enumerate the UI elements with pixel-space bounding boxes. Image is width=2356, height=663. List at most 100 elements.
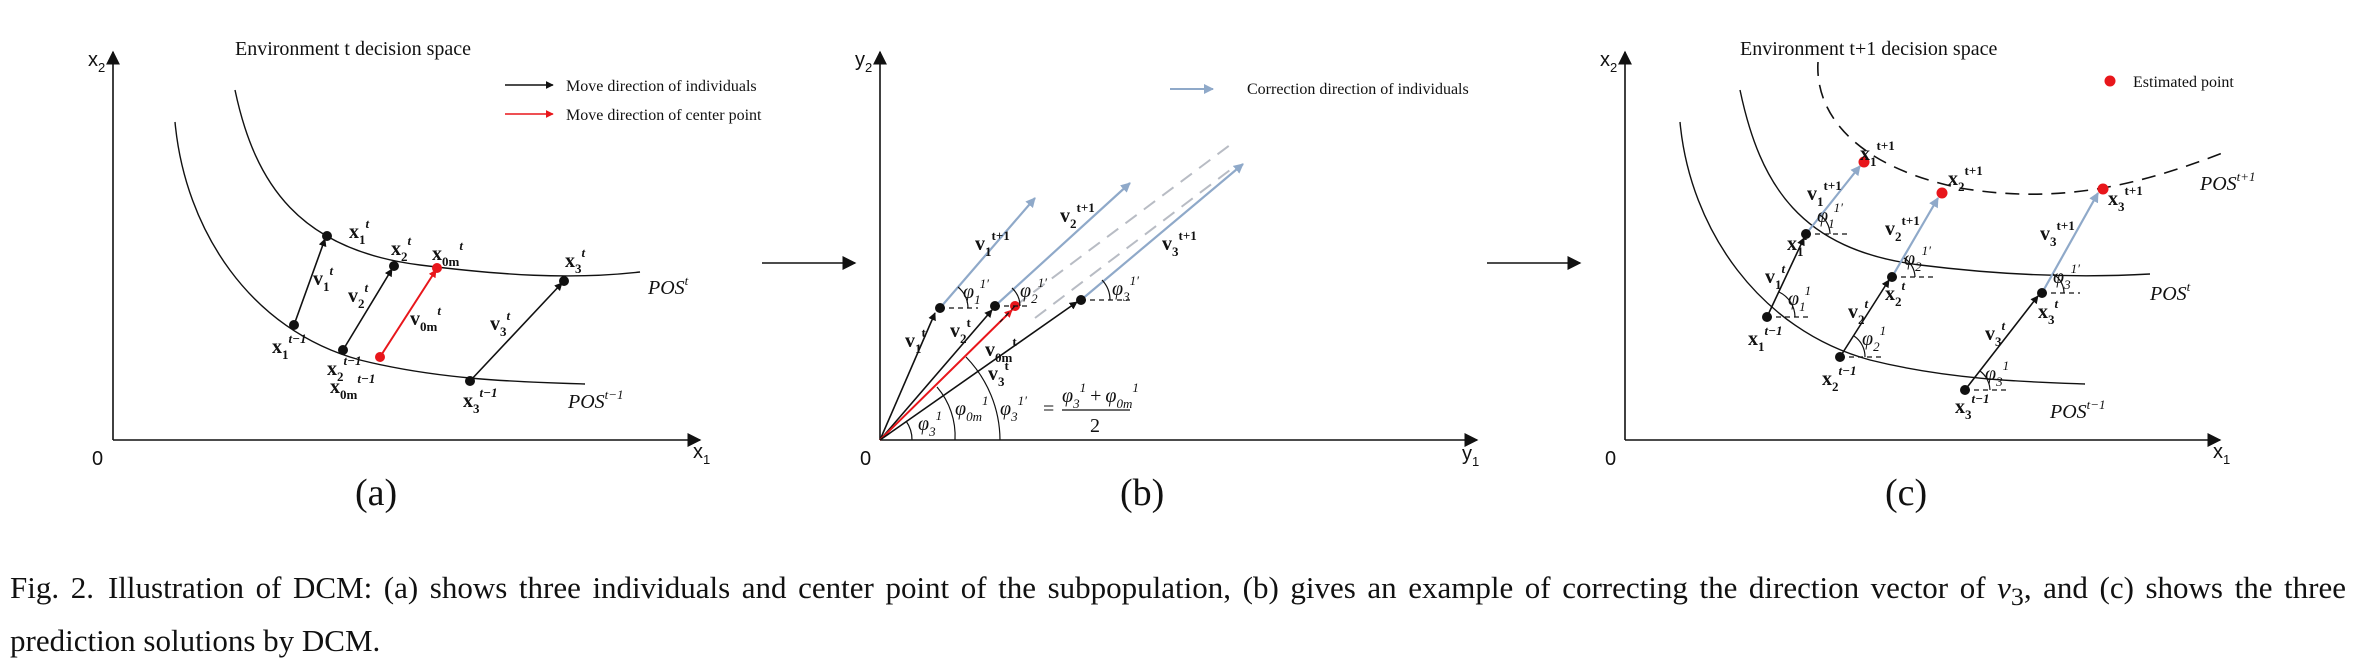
panel-a-x3-t <box>559 276 569 286</box>
panel-c-angle-arcs <box>1778 214 2065 391</box>
svg-text:φ31′: φ31′ <box>1112 273 1139 304</box>
svg-text:v3t: v3t <box>490 308 511 339</box>
panel-b-formula: φ31′ = φ31 + φ0m1 2 <box>1000 380 1139 437</box>
legend-red-label: Move direction of center point <box>566 107 762 124</box>
panel-c-blue-v2 <box>1891 197 1939 278</box>
panel-a-v0m <box>379 269 437 358</box>
panel-b-blue-v2 <box>994 182 1131 307</box>
panel-a-title: Environment t decision space <box>235 38 471 60</box>
panel-c-pos-next-curve <box>1817 61 2226 195</box>
svg-text:v2t: v2t <box>1848 296 1869 327</box>
panel-c-x1-est <box>1858 156 1870 168</box>
panel-c-origin: 0 <box>1605 448 1616 470</box>
svg-text:v1t: v1t <box>1765 261 1786 292</box>
panel-c-x3-est <box>2097 183 2109 195</box>
svg-text:x0mt: x0mt <box>432 238 463 269</box>
panel-b-x-axis-label: y1 <box>1462 443 1479 469</box>
svg-text:v1t+1: v1t+1 <box>975 228 1010 259</box>
svg-text:v1t: v1t <box>905 325 927 356</box>
svg-text:φ11: φ11 <box>1788 283 1811 314</box>
svg-text:=: = <box>1043 398 1054 420</box>
panel-a-x3-t1 <box>465 376 475 386</box>
panel-a-x0m-t <box>432 263 442 273</box>
svg-text:x1t+1: x1t+1 <box>1860 138 1895 169</box>
figure-caption: Fig. 2. Illustration of DCM: (a) shows th… <box>10 566 2346 663</box>
svg-text:v3t+1: v3t+1 <box>1162 228 1197 259</box>
panel-c-pos-next-label: POSt+1 <box>2199 169 2256 195</box>
svg-text:x3t−1: x3t−1 <box>463 385 498 416</box>
panel-a-y-axis-label: x2 <box>88 49 105 75</box>
panel-c-blue-v3 <box>2041 192 2099 294</box>
svg-text:φ21′: φ21′ <box>1904 243 1931 274</box>
svg-text:v2t: v2t <box>348 280 369 311</box>
caption-text-1: Illustration of DCM: (a) shows three ind… <box>107 570 1998 605</box>
panel-a-v2 <box>342 268 393 351</box>
panel-a-origin: 0 <box>92 448 103 470</box>
svg-text:v3t: v3t <box>1985 318 2006 349</box>
panel-a-x1-t <box>322 231 332 241</box>
panel-b-y-axis-label: y2 <box>855 49 872 75</box>
panel-a-pos-t-curve <box>234 89 641 277</box>
svg-text:v2t: v2t <box>950 315 972 346</box>
svg-text:x2t: x2t <box>1885 278 1906 309</box>
svg-text:v1t: v1t <box>313 263 334 294</box>
panel-c-pos-t1-curve <box>1679 121 2086 385</box>
panel-a-pos-t1-curve <box>174 121 586 385</box>
panel-b-guide-2 <box>1034 169 1231 319</box>
caption-text-2: , and (c) shows the three prediction sol… <box>10 570 2346 659</box>
svg-text:φ21′: φ21′ <box>1020 275 1047 306</box>
panel-a-v1 <box>293 238 327 326</box>
panel-c-v1 <box>1766 237 1805 318</box>
legend-estimated-label: Estimated point <box>2133 74 2234 91</box>
svg-text:φ21: φ21 <box>1862 323 1886 354</box>
panel-b-blue-v1 <box>939 197 1036 309</box>
panel-c: x2 x1 0 Environment t+1 decision space E… <box>1600 38 2256 514</box>
panel-c-angle-baselines <box>1767 233 2080 391</box>
panel-c-math-labels: x1t+1 x2t+1 x3t+1 v1t+1 v2t+1 v3t+1 x1t … <box>1748 138 2143 422</box>
svg-text:x2t: x2t <box>391 233 412 264</box>
panel-a-label: (a) <box>355 472 397 514</box>
caption-label: Fig. 2. <box>10 570 94 605</box>
panel-c-label: (c) <box>1885 472 1927 514</box>
svg-text:v0mt: v0mt <box>985 334 1017 365</box>
panel-a-math-labels: x1t x2t x0mt x3t v1t v2t v0mt v3t x1t−1 … <box>272 216 586 416</box>
panel-c-pos-t-label: POSt <box>2149 279 2191 305</box>
svg-text:x0mt−1: x0mt−1 <box>330 371 375 402</box>
legend-estimated-point <box>2104 75 2116 87</box>
svg-text:x1t−1: x1t−1 <box>272 331 307 362</box>
svg-text:φ31′: φ31′ <box>1000 393 1027 424</box>
svg-text:v3t: v3t <box>988 358 1010 389</box>
panel-c-x-axis-label: x1 <box>2213 441 2230 467</box>
panel-c-v2 <box>1839 279 1890 358</box>
svg-text:φ31: φ31 <box>918 408 942 439</box>
dcm-figure: x2 x1 0 Environment t decision space Mov… <box>88 38 2256 514</box>
legend-blue-label: Correction direction of individuals <box>1247 81 1469 98</box>
panel-a-x-axis-label: x1 <box>693 441 710 467</box>
svg-text:x3t−1: x3t−1 <box>1955 391 1990 422</box>
panel-a-v3 <box>469 282 563 382</box>
svg-text:v2t+1: v2t+1 <box>1060 200 1095 231</box>
svg-text:x3t: x3t <box>565 245 586 276</box>
panel-b-angle-baselines <box>940 299 1130 323</box>
svg-text:x3t: x3t <box>2038 296 2059 327</box>
panel-b-blue-v3 <box>1080 163 1244 301</box>
panel-b: y2 y1 0 Correction direction of individu… <box>855 49 1479 514</box>
panel-c-v3 <box>1964 295 2039 391</box>
panel-c-x2-est <box>1936 187 1948 199</box>
svg-text:x1t: x1t <box>1787 228 1808 259</box>
svg-text:φ0m1: φ0m1 <box>955 393 988 424</box>
panel-c-title: Environment t+1 decision space <box>1740 38 1997 60</box>
panel-b-origin-v3 <box>879 301 1078 441</box>
panel-c-y-axis-label: x2 <box>1600 49 1617 75</box>
svg-text:x2t−1: x2t−1 <box>1822 363 1857 394</box>
svg-text:2: 2 <box>1090 415 1100 437</box>
panel-a-pos-t-label: POSt <box>647 273 689 299</box>
panel-b-label: (b) <box>1120 472 1164 514</box>
panel-b-origin-v2 <box>879 309 993 441</box>
panel-b-angle-arcs <box>905 279 1111 441</box>
svg-text:x3t+1: x3t+1 <box>2108 183 2143 214</box>
svg-text:φ31: φ31 <box>1985 358 2009 389</box>
panel-a-x2-t <box>389 261 399 271</box>
svg-text:v0mt: v0mt <box>410 303 441 334</box>
panel-a-x2-t1 <box>338 345 348 355</box>
